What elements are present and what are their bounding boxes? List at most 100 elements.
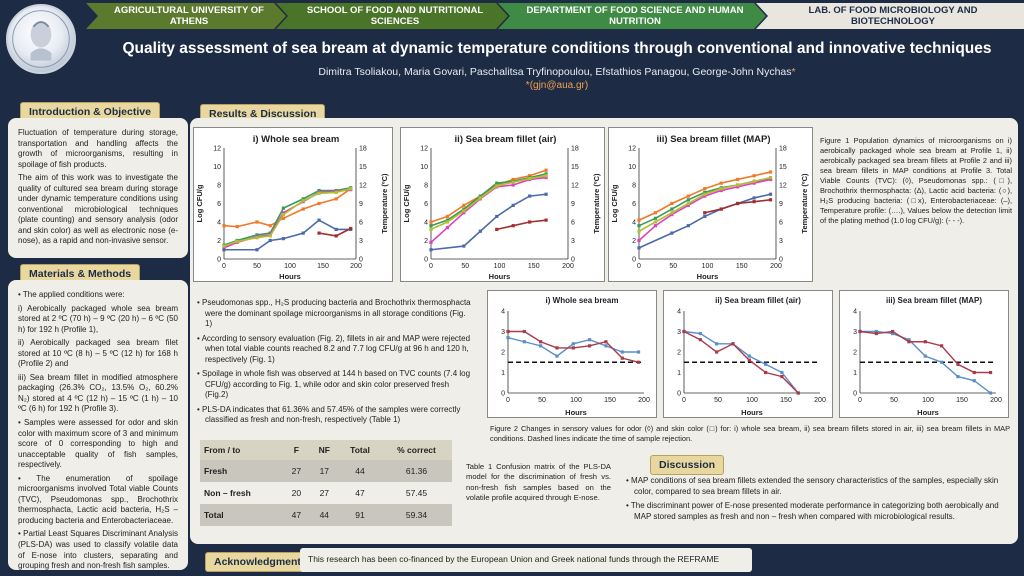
- data-point: [235, 225, 239, 229]
- series-line: [704, 199, 771, 214]
- y-tick-label: 6: [424, 201, 428, 208]
- x-tick-label: 50: [669, 263, 677, 270]
- data-point: [544, 168, 548, 172]
- data-point: [768, 170, 773, 174]
- data-point: [281, 216, 285, 220]
- y2-tick-label: 3: [359, 238, 363, 245]
- data-point: [478, 196, 482, 200]
- data-point: [956, 375, 960, 379]
- x-tick-label: 0: [429, 263, 433, 270]
- data-point: [255, 236, 259, 240]
- data-point: [736, 177, 740, 182]
- fig1-chart-fillet-air: ii) Sea bream fillet (air) 0 50 100 150 200 0 2…: [400, 127, 605, 282]
- series-line: [683, 330, 799, 394]
- data-point: [349, 226, 353, 231]
- x-tick-label: 0: [682, 397, 686, 404]
- data-point: [588, 344, 592, 348]
- data-point: [736, 201, 740, 206]
- data-point: [653, 220, 658, 224]
- y-tick-label: 0: [424, 257, 428, 264]
- ack-text: This research has been co-financed by th…: [300, 548, 752, 572]
- data-point: [637, 238, 641, 243]
- methods-p3: iii) Sea bream fillet in modified atmosp…: [18, 372, 178, 414]
- x-tick-label: 0: [506, 397, 510, 404]
- discussion-box: MAP conditions of sea bream fillets exte…: [622, 472, 1014, 536]
- y-tick-label: 8: [632, 183, 636, 190]
- data-point: [972, 370, 976, 375]
- university-seal-logo: [6, 4, 76, 74]
- data-point: [511, 180, 515, 184]
- y-tick-label: 2: [853, 350, 857, 357]
- crumb-university: AGRICULTURAL UNIVERSITY OF ATHENS: [86, 3, 286, 29]
- table-cell: 47: [283, 504, 310, 526]
- y-tick-label: 1: [853, 370, 857, 377]
- data-point: [736, 185, 740, 189]
- data-point: [891, 331, 895, 336]
- x-tick-label: 50: [461, 263, 469, 270]
- y-tick-label: 12: [628, 146, 636, 153]
- fig2-chart-whole: i) Whole sea bream 0 50 100 150 200 0 1 2 3 4 Hours: [487, 290, 657, 418]
- series-line: [430, 173, 547, 227]
- x-tick-label: 50: [890, 397, 898, 404]
- discussion-bullet-2: The discriminant power of E-nose present…: [626, 501, 1010, 522]
- data-point: [874, 329, 878, 334]
- data-point: [445, 225, 450, 230]
- table-cell: Total: [200, 504, 284, 526]
- x-tick-label: 150: [780, 397, 792, 404]
- contact-email: *(gjn@aua.gr): [525, 80, 589, 91]
- y-tick-label: 10: [420, 164, 428, 171]
- y-axis-label: Log CFU/g: [610, 184, 619, 222]
- x-tick-label: 100: [922, 397, 934, 404]
- table-cell: Fresh: [200, 460, 284, 482]
- confusion-table: From / to F NF Total % correct Fresh 27 17…: [200, 440, 452, 526]
- x-tick-label: 0: [222, 263, 226, 270]
- data-point: [222, 248, 226, 252]
- data-point: [334, 190, 338, 194]
- data-point: [571, 346, 575, 350]
- y-tick-label: 1: [677, 370, 681, 377]
- data-point: [653, 224, 658, 228]
- y-tick-label: 4: [632, 220, 636, 227]
- data-point: [495, 181, 499, 185]
- data-point: [268, 234, 272, 238]
- x-tick-label: 50: [253, 263, 261, 270]
- data-point: [571, 342, 575, 346]
- y-tick-label: 8: [217, 183, 221, 190]
- data-point: [764, 370, 768, 375]
- series-line: [859, 330, 991, 374]
- x-axis-label: Hours: [279, 272, 301, 281]
- y-tick-label: 3: [501, 329, 505, 336]
- x-tick-label: 200: [770, 263, 782, 270]
- fig2-chart-fillet-air: ii) Sea bream fillet (air) 0 50 100 150 200 0 1…: [663, 290, 833, 418]
- y2-tick-label: 0: [779, 257, 783, 264]
- data-point: [670, 207, 674, 211]
- y-axis-label: Log CFU/g: [195, 184, 204, 222]
- data-point: [703, 187, 707, 191]
- y-tick-label: 12: [213, 146, 221, 153]
- data-point: [334, 234, 338, 238]
- x-tick-label: 200: [990, 397, 1002, 404]
- results-bullet-3: Spoilage in whole fish was observed at 1…: [197, 369, 474, 401]
- data-point: [703, 194, 707, 198]
- data-point: [478, 194, 482, 198]
- data-point: [682, 329, 686, 334]
- series-line: [683, 330, 799, 394]
- data-point: [539, 344, 543, 348]
- fig2-caption: Figure 2 Changes in sensory values for o…: [490, 424, 1010, 443]
- y-tick-label: 1: [501, 370, 505, 377]
- y2-tick-label: 12: [779, 183, 787, 190]
- x-axis-label: Hours: [489, 272, 511, 281]
- data-point: [780, 370, 784, 375]
- intro-paragraph-1: Fluctuation of temperature during storag…: [18, 128, 178, 169]
- data-point: [698, 338, 702, 342]
- data-point: [495, 214, 499, 219]
- x-tick-label: 200: [814, 397, 826, 404]
- methods-p6: • Partial Least Squares Discriminant Ana…: [18, 529, 178, 571]
- data-point: [429, 240, 433, 244]
- y-tick-label: 12: [420, 146, 428, 153]
- data-point: [317, 201, 321, 206]
- table-row: Non – fresh 20 27 47 57.45: [200, 482, 452, 504]
- data-point: [703, 214, 707, 219]
- y-tick-label: 6: [217, 201, 221, 208]
- data-point: [891, 329, 895, 334]
